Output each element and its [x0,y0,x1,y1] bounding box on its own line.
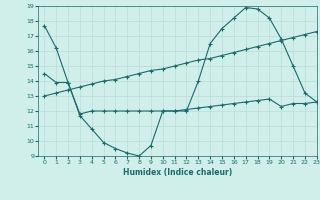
X-axis label: Humidex (Indice chaleur): Humidex (Indice chaleur) [123,168,232,177]
